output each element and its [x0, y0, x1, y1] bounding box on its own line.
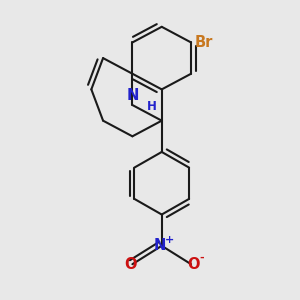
Text: +: + — [165, 235, 174, 244]
Text: O: O — [187, 257, 200, 272]
Text: O: O — [124, 257, 136, 272]
Text: N: N — [126, 88, 139, 103]
Text: -: - — [199, 253, 203, 263]
Text: Br: Br — [194, 35, 213, 50]
Text: H: H — [147, 100, 157, 113]
Text: N: N — [154, 238, 167, 253]
